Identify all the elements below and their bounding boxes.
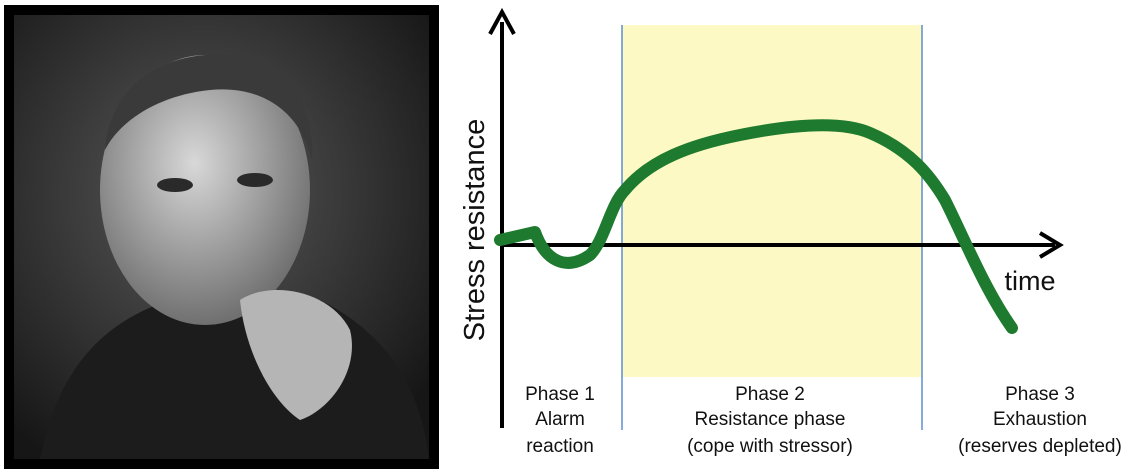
- x-axis-label: time: [1004, 266, 1055, 296]
- x-axis-arrow: [1038, 231, 1064, 259]
- portrait-photo: [4, 5, 439, 469]
- hand: [240, 290, 352, 420]
- y-axis-arrow: [488, 7, 516, 35]
- phase-label: (cope with stressor): [687, 436, 853, 457]
- phase-labels: Phase 1 Alarm reaction Phase 2 Resistance ph…: [525, 384, 1122, 457]
- phase-label: reaction: [526, 436, 594, 457]
- face: [100, 55, 310, 325]
- phase-label: Phase 3: [1005, 384, 1075, 405]
- phase-label: Phase 2: [735, 384, 805, 405]
- phase-label: Exhaustion: [993, 409, 1087, 430]
- eye: [157, 178, 193, 192]
- phase-label: Alarm: [535, 409, 585, 430]
- y-axis-label: Stress resistance: [459, 119, 491, 341]
- phase-label: Phase 1: [525, 384, 595, 405]
- resistance-phase-area: [622, 25, 922, 377]
- eye: [237, 173, 273, 187]
- hair: [105, 54, 313, 160]
- stress-curve: [494, 119, 1018, 334]
- phase-label: (reserves depleted): [958, 436, 1122, 457]
- phase-label: Resistance phase: [694, 409, 845, 430]
